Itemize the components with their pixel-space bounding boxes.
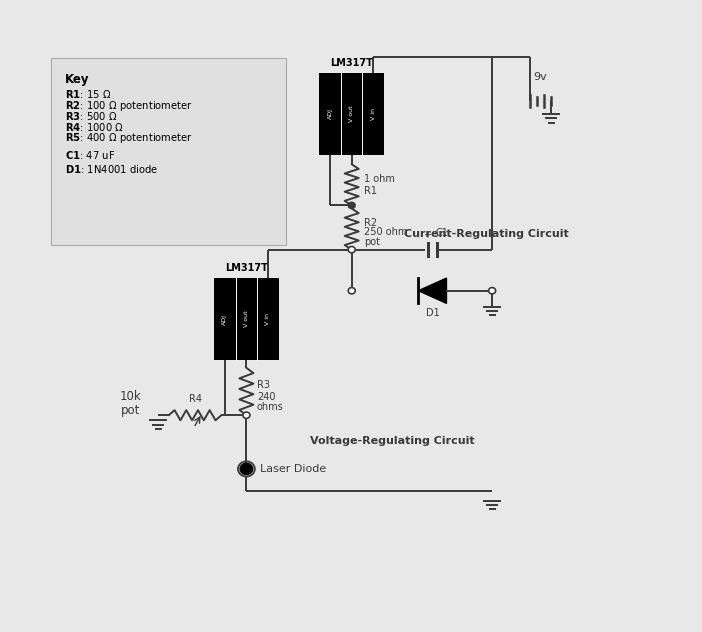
Circle shape <box>348 288 355 294</box>
Text: V in: V in <box>265 313 270 325</box>
Circle shape <box>240 463 253 475</box>
Text: $\bf{C1}$: 47 uF: $\bf{C1}$: 47 uF <box>65 149 116 161</box>
Text: R3: R3 <box>257 380 270 390</box>
Text: C1: C1 <box>436 228 449 238</box>
Text: 250 ohm: 250 ohm <box>364 228 408 237</box>
Circle shape <box>243 412 250 418</box>
Text: ohms: ohms <box>257 403 284 412</box>
Text: pot: pot <box>121 404 140 417</box>
Text: pot: pot <box>364 237 380 246</box>
Text: $\bf{D1}$: 1N4001 diode: $\bf{D1}$: 1N4001 diode <box>65 163 159 175</box>
Bar <box>214 278 279 360</box>
Text: ADJ: ADJ <box>223 313 227 325</box>
Bar <box>319 73 384 155</box>
Text: LM317T: LM317T <box>225 263 268 273</box>
Circle shape <box>348 246 355 253</box>
Text: $\bf{R4}$: 1000 Ω: $\bf{R4}$: 1000 Ω <box>65 121 124 133</box>
Text: Current-Regulating Circuit: Current-Regulating Circuit <box>404 229 569 239</box>
FancyBboxPatch shape <box>51 58 286 245</box>
Text: 240: 240 <box>257 392 275 401</box>
Text: $\bf{R1}$: 15 Ω: $\bf{R1}$: 15 Ω <box>65 88 112 100</box>
Text: V in: V in <box>371 108 376 119</box>
Text: Key: Key <box>65 73 90 86</box>
Text: ADJ: ADJ <box>328 108 333 119</box>
Circle shape <box>489 288 496 294</box>
Text: 1 ohm: 1 ohm <box>364 174 395 183</box>
Polygon shape <box>418 278 446 303</box>
Text: V out: V out <box>349 106 355 122</box>
Text: R1: R1 <box>364 186 378 196</box>
Text: LM317T: LM317T <box>330 58 373 68</box>
Text: R2: R2 <box>364 218 378 228</box>
Text: Voltage-Regulating Circuit: Voltage-Regulating Circuit <box>310 435 475 446</box>
Text: 9v: 9v <box>534 72 548 82</box>
Text: Laser Diode: Laser Diode <box>260 464 326 474</box>
Text: V out: V out <box>244 311 249 327</box>
Text: $\bf{R5}$: 400 Ω potentiometer: $\bf{R5}$: 400 Ω potentiometer <box>65 131 193 145</box>
Text: $\bf{R2}$: 100 Ω potentiometer: $\bf{R2}$: 100 Ω potentiometer <box>65 99 193 113</box>
Text: +: + <box>423 230 432 240</box>
Text: D1: D1 <box>425 308 439 319</box>
Circle shape <box>348 202 355 209</box>
Text: R4: R4 <box>189 394 201 404</box>
Text: 10k: 10k <box>119 390 141 403</box>
Text: $\bf{R3}$: 500 Ω: $\bf{R3}$: 500 Ω <box>65 110 118 122</box>
